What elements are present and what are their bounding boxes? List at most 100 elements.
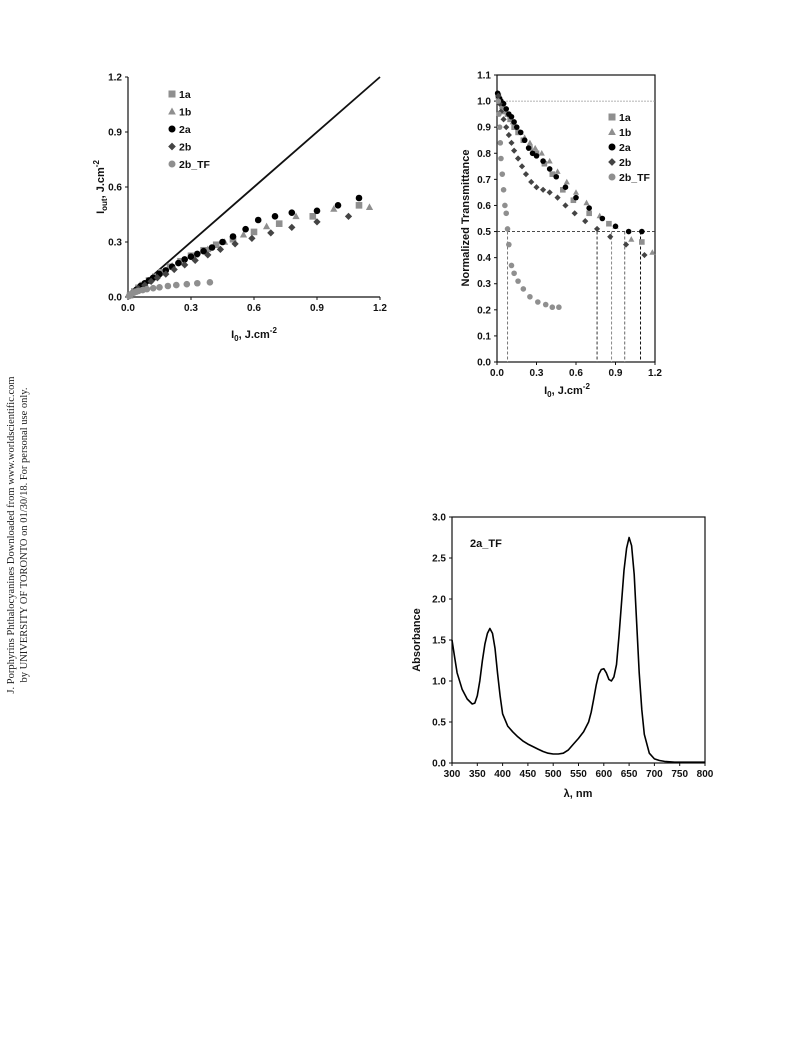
y-tick-label: 2.0 <box>432 595 446 606</box>
data-point-1b <box>649 249 656 255</box>
legend-marker <box>608 143 616 151</box>
data-point-2a <box>503 106 510 112</box>
chart-absorbance-spectrum: 300 350 400 450 500 550 600 650 700 750 800 0.0 0.5… <box>400 505 720 805</box>
data-point-2b <box>162 270 170 278</box>
legend-marker <box>608 127 616 135</box>
data-point-2a <box>525 145 532 151</box>
data-point-2b_TF <box>515 278 521 284</box>
data-point-2b <box>495 92 502 99</box>
side-note: J. Porphyrins Phthalocyanines Downloaded… <box>2 370 42 700</box>
y-tick-label: 1.5 <box>432 636 446 647</box>
data-point-2b_TF <box>549 304 556 311</box>
data-point-1b <box>292 212 300 220</box>
x-axis-title: λ, nm <box>564 788 593 800</box>
data-point-2b <box>500 116 507 123</box>
data-point-2a <box>540 158 546 164</box>
x-axis-title: I0, J.cm-2 <box>544 382 590 399</box>
data-point-1a <box>606 220 612 227</box>
legend-marker <box>608 113 616 121</box>
data-point-2b_TF <box>496 124 503 130</box>
data-point-1a <box>275 220 283 227</box>
data-point-2b_TF <box>502 202 508 209</box>
data-point-2b_TF <box>183 280 191 288</box>
data-point-1b <box>239 230 248 238</box>
data-point-2b <box>641 251 648 259</box>
plot-frame <box>451 516 706 764</box>
y-axis-title: Normalized Transmittance <box>460 150 472 287</box>
x-tick-label: 1.2 <box>373 303 387 314</box>
legend: 1a 1b 2a 2b 2b_TF <box>168 89 211 171</box>
data-point-2b_TF <box>164 282 172 290</box>
data-point-1a <box>212 241 220 249</box>
data-point-2a <box>334 202 342 209</box>
data-point-2b_TF <box>511 270 517 277</box>
x-tick-label: 500 <box>545 769 562 780</box>
x-tick-label: 0.6 <box>569 368 583 379</box>
data-point-2a <box>639 228 645 235</box>
reference-lines <box>127 76 381 298</box>
data-point-2b <box>153 274 162 282</box>
data-point-2a <box>313 207 321 215</box>
data-point-2a <box>175 259 182 267</box>
y-tick-label: 0.3 <box>108 238 122 249</box>
data-point-1a <box>570 197 577 204</box>
data-point-2b <box>248 234 256 242</box>
data-points <box>494 90 656 311</box>
legend-label: 2b <box>619 157 631 169</box>
y-tick-label: 1.0 <box>477 97 491 108</box>
data-point-2a <box>271 213 279 220</box>
y-tick-label: 0.0 <box>477 358 491 369</box>
data-point-2b <box>607 233 614 240</box>
legend-label: 2b_TF <box>179 159 211 171</box>
data-point-2b <box>593 225 601 233</box>
data-point-2b <box>528 178 535 186</box>
data-point-1b <box>365 203 374 210</box>
data-point-2a <box>355 194 363 202</box>
legend-marker <box>168 107 176 115</box>
y-tick-label: 0.2 <box>477 305 491 316</box>
legend-label: 1a <box>619 112 631 124</box>
data-point-2b <box>505 131 512 139</box>
legend-label: 2a <box>619 142 631 154</box>
legend-label: 1b <box>179 107 191 119</box>
legend-marker <box>608 173 616 181</box>
data-point-2a <box>562 184 569 190</box>
data-point-2a <box>242 225 249 233</box>
legend-marker <box>168 142 176 151</box>
x-tick-label: 800 <box>697 769 714 780</box>
data-point-1a <box>250 228 258 236</box>
data-point-1b <box>538 150 545 156</box>
spectrum-line <box>451 536 705 763</box>
x-tick-label: 550 <box>570 769 587 780</box>
data-point-1b <box>583 199 590 206</box>
data-point-2b <box>147 277 155 286</box>
data-point-2b_TF <box>556 304 562 311</box>
data-point-1b <box>330 205 338 212</box>
x-ticks: 0.0 0.3 0.6 0.9 1.2 <box>490 362 662 379</box>
y-tick-label: 0.0 <box>108 293 122 304</box>
legend-label: 2b_TF <box>619 172 651 184</box>
legend-label: 1a <box>179 89 191 101</box>
data-point-1b <box>546 157 553 164</box>
data-point-2b <box>288 223 296 231</box>
x-tick-label: 0.3 <box>184 303 198 314</box>
data-point-2b <box>508 139 515 146</box>
data-point-2a <box>208 244 216 251</box>
chart-output-fluence-svg: 0.0 0.3 0.6 0.9 1.2 0.0 0.3 0.6 0.9 1.2 1a 1b 2a 2b… <box>92 73 387 344</box>
x-ticks: 300 350 400 450 500 550 600 650 700 750 800 <box>444 763 714 780</box>
y-ticks: 0.0 0.1 0.2 0.3 0.4 0.5 0.6 0.7 0.8 0.9 1.0 1.1 <box>477 71 497 369</box>
data-point-2b <box>313 218 321 226</box>
y-tick-label: 0.4 <box>477 253 491 264</box>
y-ticks: 0.0 0.5 1.0 1.5 2.0 2.5 3.0 <box>432 513 452 770</box>
data-point-2b_TF <box>173 281 180 289</box>
data-point-2a <box>181 256 188 263</box>
data-point-2b <box>231 240 239 248</box>
data-point-2b_TF <box>497 140 504 146</box>
data-point-2b_TF <box>527 293 533 300</box>
data-point-2b <box>554 194 561 201</box>
data-point-2b_TF <box>508 262 515 269</box>
data-point-1b <box>563 178 570 185</box>
data-point-2a <box>521 137 528 144</box>
y-tick-label: 0.6 <box>477 201 491 212</box>
data-point-2b_TF <box>495 98 502 104</box>
